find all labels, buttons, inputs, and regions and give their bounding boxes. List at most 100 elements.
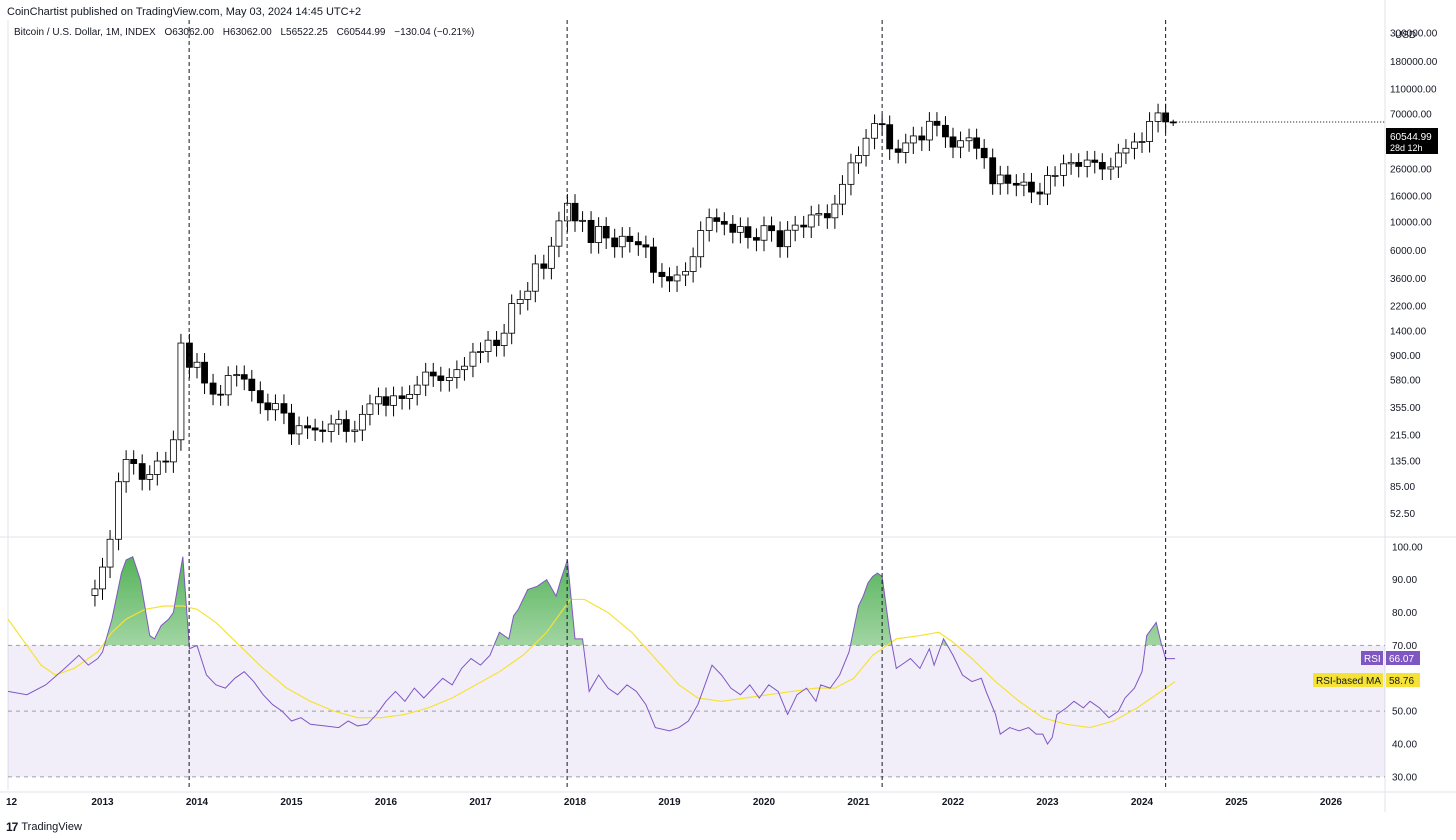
candle-down — [894, 148, 902, 153]
currency-label: USD — [1395, 30, 1416, 41]
price-tick-label: 355.00 — [1390, 403, 1421, 414]
candle-up — [122, 459, 130, 483]
candle-up — [335, 419, 343, 425]
candle-up — [146, 474, 154, 480]
price-tick-label: 70000.00 — [1390, 109, 1432, 120]
price-tick-label: 1400.00 — [1390, 327, 1427, 338]
time-tick-label: 12 — [6, 797, 18, 808]
candle-down — [429, 371, 437, 377]
candle-up — [177, 342, 185, 441]
price-tick-label: 85.00 — [1390, 482, 1415, 493]
time-tick-label: 2013 — [91, 797, 114, 808]
candle-up — [831, 203, 839, 219]
candle-down — [280, 403, 288, 414]
candle-up — [233, 374, 241, 377]
candle-up — [673, 274, 681, 282]
price-tick-label: 110000.00 — [1390, 84, 1437, 95]
candle-up — [579, 219, 586, 222]
candle-up — [351, 429, 359, 432]
candle-up — [375, 396, 382, 405]
price-tick-label: 26000.00 — [1390, 164, 1432, 175]
candle-down — [382, 396, 390, 406]
candle-up — [461, 365, 468, 371]
candle-down — [753, 237, 760, 241]
candle-up — [477, 351, 484, 353]
candle-up — [618, 235, 626, 248]
price-tick-label: 10000.00 — [1390, 217, 1432, 228]
rsi-value-badge: 66.07 — [1389, 654, 1414, 665]
candle-up — [815, 213, 823, 216]
candle-down — [658, 271, 666, 278]
candle-down — [878, 123, 886, 126]
candle-down — [304, 425, 311, 429]
symbol-legend: Bitcoin / U.S. Dollar, 1M, INDEX O63062.… — [14, 27, 480, 38]
candle-down — [949, 136, 957, 148]
price-badge-bg — [1386, 128, 1438, 154]
candle-up — [1114, 152, 1122, 168]
time-tick-label: 2025 — [1225, 797, 1248, 808]
candle-down — [800, 224, 808, 228]
candle-down — [493, 339, 500, 346]
candle-up — [484, 339, 492, 352]
price-tick-label: 3600.00 — [1390, 274, 1427, 285]
candle-up — [516, 299, 524, 304]
candle-up — [1060, 163, 1067, 176]
candle-up — [1067, 161, 1075, 165]
candle-down — [744, 226, 752, 238]
price-tick-label: 2200.00 — [1390, 302, 1427, 313]
candle-down — [1075, 161, 1083, 167]
candle-up — [1122, 147, 1130, 154]
candle-down — [980, 147, 988, 159]
rsi-tick-label: 50.00 — [1392, 707, 1417, 718]
candle-up — [847, 162, 855, 185]
candle-up — [327, 423, 335, 432]
time-tick-label: 2026 — [1320, 797, 1343, 808]
candle-up — [295, 425, 303, 435]
candle-down — [1012, 182, 1020, 186]
price-tick-label: 135.00 — [1390, 457, 1421, 468]
candle-up — [839, 183, 846, 205]
candle-up — [508, 303, 516, 334]
candle-down — [256, 390, 264, 404]
candle-down — [319, 429, 327, 432]
ohlc-high: H63062.00 — [222, 27, 272, 38]
candle-up — [1131, 141, 1138, 149]
candle-up — [413, 384, 421, 395]
rsi-tick-label: 40.00 — [1392, 740, 1417, 751]
candle-up — [1020, 181, 1028, 186]
time-tick-label: 2014 — [186, 797, 209, 808]
candle-up — [445, 377, 453, 381]
candle-up — [1107, 166, 1115, 170]
tradingview-brand: TradingView — [21, 821, 82, 833]
ohlc-low: L56522.25 — [280, 27, 328, 38]
candle-up — [1146, 120, 1153, 142]
candle-up — [469, 351, 477, 367]
time-tick-label: 2023 — [1036, 797, 1059, 808]
time-tick-label: 2017 — [469, 797, 492, 808]
price-tick-label: 215.00 — [1390, 431, 1421, 442]
rsi-tick-label: 70.00 — [1392, 641, 1417, 652]
candle-down — [611, 237, 619, 248]
price-tick-label: 6000.00 — [1390, 246, 1427, 257]
ohlc-open: O63062.00 — [164, 27, 215, 38]
candle-up — [500, 332, 508, 346]
price-tick-label: 180000.00 — [1390, 57, 1438, 68]
price-badge-countdown: 28d 12h — [1390, 143, 1423, 153]
candle-down — [626, 235, 634, 242]
candle-down — [209, 382, 217, 395]
candle-down — [918, 135, 926, 141]
candle-down — [264, 402, 272, 411]
candle-up — [705, 217, 713, 231]
rsi-line — [7, 556, 1176, 745]
time-tick-label: 2021 — [847, 797, 870, 808]
time-tick-label: 2015 — [280, 797, 303, 808]
candle-up — [115, 481, 122, 540]
candle-down — [642, 244, 650, 248]
candle-down — [1098, 161, 1106, 170]
time-tick-label: 2016 — [375, 797, 398, 808]
candle-down — [989, 157, 997, 185]
rsi-value-badge-bg — [1386, 651, 1420, 665]
candle-down — [138, 463, 146, 480]
candle-up — [99, 566, 106, 590]
